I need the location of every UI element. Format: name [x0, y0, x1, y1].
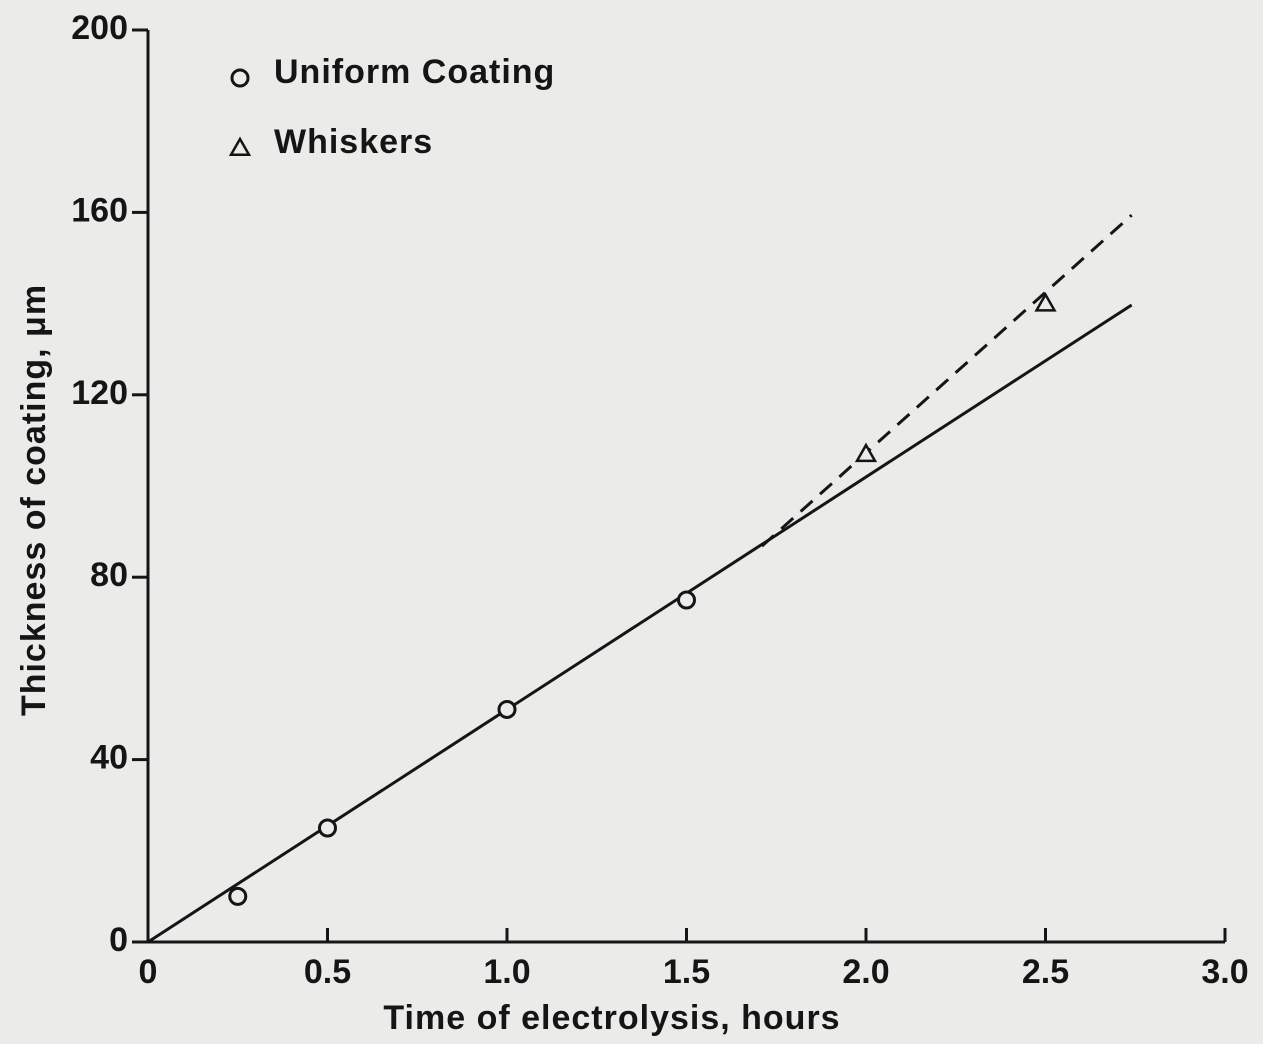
circle-marker [677, 590, 696, 610]
x-tick-label: 0 [139, 953, 158, 991]
x-tick-label: 2.0 [842, 953, 889, 991]
x-tick-label: 1.5 [663, 953, 710, 991]
y-tick-label: 40 [90, 739, 128, 777]
y-tick-label: 120 [71, 374, 128, 412]
legend-label: Uniform Coating [274, 53, 555, 91]
x-tick-label: 0.5 [304, 953, 351, 991]
x-axis-title: Time of electrolysis, hours [383, 999, 840, 1037]
x-tick-label: 1.0 [483, 953, 530, 991]
y-tick-label: 0 [109, 921, 128, 959]
y-tick-label: 160 [71, 191, 128, 229]
fit-line [147, 303, 1133, 944]
circle-marker [228, 886, 248, 906]
circle-marker [497, 699, 517, 719]
legend-marker [230, 68, 250, 88]
circle-marker [318, 818, 337, 838]
triangle-marker [1034, 292, 1057, 312]
y-axis-title: Thickness of coating, μm [15, 284, 53, 716]
x-tick-label: 3.0 [1201, 953, 1248, 991]
y-tick-label: 200 [71, 9, 128, 47]
triangle-marker [854, 442, 878, 463]
fit-line [760, 214, 1133, 548]
legend-marker [228, 136, 252, 156]
x-tick-label: 2.5 [1022, 953, 1069, 991]
y-tick-label: 80 [90, 556, 128, 594]
legend-label: Whiskers [274, 123, 433, 161]
